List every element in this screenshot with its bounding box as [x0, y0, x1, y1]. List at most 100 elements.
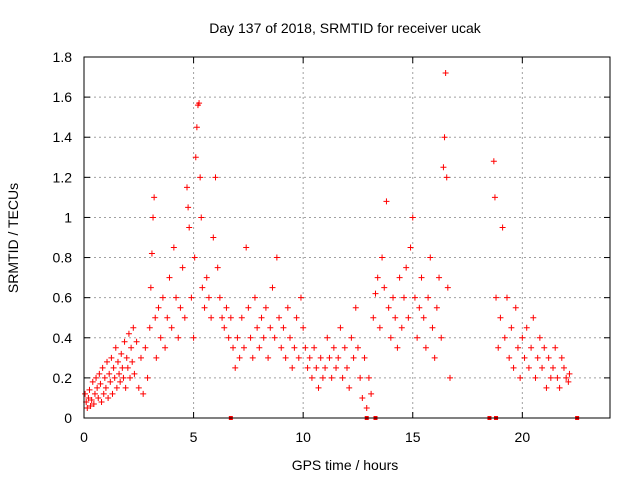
data-point	[282, 354, 289, 361]
data-point	[97, 380, 104, 387]
data-point	[300, 324, 307, 331]
data-point	[512, 304, 519, 311]
data-point	[493, 294, 500, 301]
data-point	[113, 384, 120, 391]
data-point	[223, 304, 230, 311]
data-point	[108, 354, 115, 361]
data-point	[89, 378, 96, 385]
data-point	[407, 244, 414, 251]
data-point	[150, 214, 157, 221]
data-point	[166, 274, 173, 281]
data-point	[289, 364, 296, 371]
data-point	[95, 394, 102, 401]
data-point	[392, 314, 399, 321]
data-point	[354, 344, 361, 351]
data-point	[490, 158, 497, 165]
data-point	[311, 344, 318, 351]
data-point	[447, 374, 454, 381]
data-point	[193, 124, 200, 131]
data-point	[219, 314, 226, 321]
data-point	[85, 394, 92, 401]
data-point	[278, 344, 285, 351]
x-tick-label: 10	[295, 429, 311, 445]
data-point	[416, 304, 423, 311]
data-point	[409, 214, 416, 221]
data-point	[262, 304, 269, 311]
data-point	[352, 304, 359, 311]
data-point	[249, 354, 256, 361]
grid-layer	[84, 57, 610, 418]
data-point	[117, 378, 124, 385]
data-point	[144, 374, 151, 381]
data-point	[532, 374, 539, 381]
data-point	[125, 330, 132, 337]
data-point	[88, 396, 95, 403]
data-point	[444, 284, 451, 291]
data-point	[114, 358, 121, 365]
data-point	[164, 314, 171, 321]
data-point	[192, 154, 199, 161]
data-point	[503, 294, 510, 301]
data-point	[536, 334, 543, 341]
data-point	[433, 304, 440, 311]
data-point	[359, 394, 366, 401]
data-point	[101, 374, 108, 381]
data-point	[190, 334, 197, 341]
data-point	[157, 334, 164, 341]
data-point	[396, 274, 403, 281]
data-point	[344, 364, 350, 371]
data-point	[269, 284, 276, 291]
data-point	[155, 304, 162, 311]
y-tick-label: 0.4	[53, 330, 73, 346]
data-point	[319, 374, 326, 381]
data-point	[497, 314, 504, 321]
x-axis-label: GPS time / hours	[292, 457, 399, 473]
data-point	[425, 294, 432, 301]
data-point	[112, 344, 119, 351]
y-tick-label: 1.4	[53, 129, 73, 145]
data-point	[168, 324, 175, 331]
data-point	[394, 344, 401, 351]
data-point	[135, 384, 142, 391]
data-point	[100, 390, 107, 397]
data-point	[508, 324, 515, 331]
data-point	[131, 370, 138, 377]
data-point	[212, 174, 219, 181]
data-point	[420, 314, 427, 321]
data-point	[442, 70, 449, 77]
data-point	[293, 314, 300, 321]
data-point	[565, 378, 572, 385]
y-tick-label: 1.2	[53, 169, 73, 185]
data-point	[554, 374, 561, 381]
data-point	[346, 384, 353, 391]
y-axis-label: SRMTID / TECUs	[5, 183, 21, 293]
data-point	[245, 304, 252, 311]
data-point	[440, 164, 447, 171]
x-tick-labels: 0 5 10 15 20	[80, 429, 530, 445]
data-point	[403, 264, 410, 271]
data-point	[185, 204, 192, 211]
data-point	[118, 350, 125, 357]
data-point	[238, 314, 245, 321]
data-points-layer	[82, 70, 580, 420]
data-point	[560, 364, 567, 371]
data-point	[119, 364, 126, 371]
data-point	[121, 338, 128, 345]
data-point	[124, 364, 131, 371]
data-point	[280, 324, 287, 331]
data-point	[431, 354, 438, 361]
data-point	[258, 314, 265, 321]
data-point	[514, 344, 521, 351]
data-point	[550, 364, 557, 371]
data-point	[137, 354, 144, 361]
data-point	[146, 324, 153, 331]
data-point	[177, 304, 184, 311]
data-point	[381, 284, 388, 291]
data-point	[128, 344, 135, 351]
y-tick-label: 1.8	[53, 49, 73, 65]
x-tick-label: 0	[80, 429, 88, 445]
data-point	[525, 364, 532, 371]
data-point	[297, 294, 304, 301]
data-point	[265, 354, 272, 361]
data-point	[173, 294, 180, 301]
